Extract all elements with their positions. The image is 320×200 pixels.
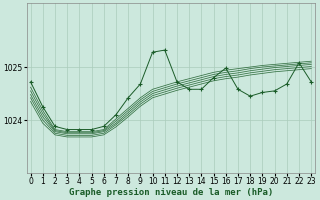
X-axis label: Graphe pression niveau de la mer (hPa): Graphe pression niveau de la mer (hPa) bbox=[69, 188, 273, 197]
